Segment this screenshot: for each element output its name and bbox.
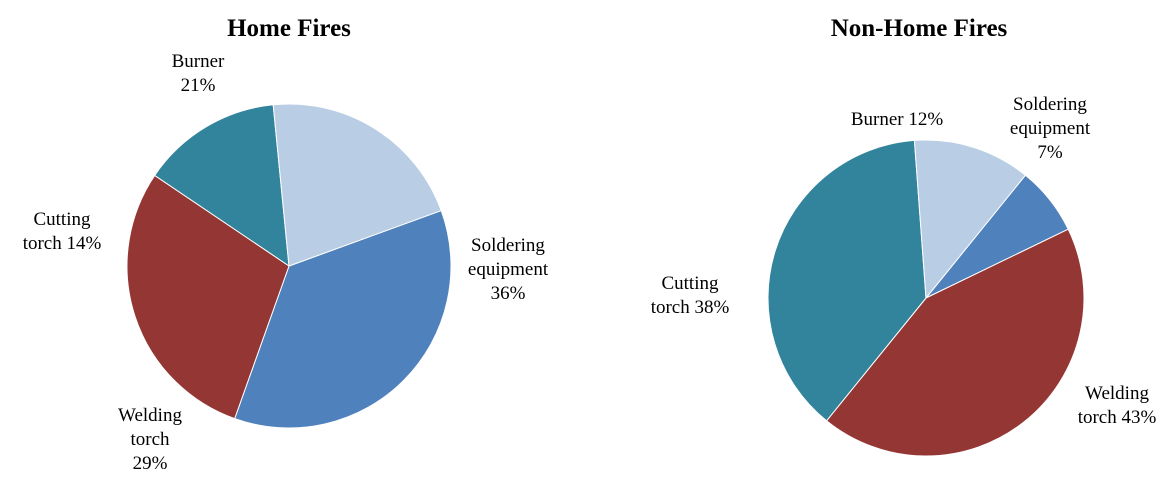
pie-slice-welding-torch: [126, 174, 290, 420]
slice-label-cutting-torch: Cutting torch 14%: [23, 209, 102, 254]
slice-label-welding-torch: Welding torch 29%: [118, 405, 182, 474]
pie-slice-burner: [272, 103, 442, 267]
slice-label-burner: Burner 12%: [851, 109, 944, 130]
pie-chart-2: Non-Home Fires Soldering equipment 7% Weldin…: [651, 15, 1157, 457]
pie-slice-cutting-torch: [154, 104, 290, 268]
pie-slice-welding-torch: [825, 228, 1085, 457]
slice-label-soldering-equipment: Soldering equipment 7%: [1010, 94, 1091, 163]
pie-slice-soldering-equipment: [234, 209, 452, 429]
chart-title: Home Fires: [227, 15, 351, 42]
pie-slice-cutting-torch: [767, 139, 927, 422]
slice-label-welding-torch: Welding torch 43%: [1078, 383, 1157, 428]
slice-label-cutting-torch: Cutting torch 38%: [651, 273, 730, 318]
slice-label-burner: Burner 21%: [172, 51, 225, 96]
chart-title: Non-Home Fires: [831, 15, 1008, 42]
pie-chart-1: Home Fires Soldering equipment 36% Welding to…: [23, 15, 549, 474]
slice-label-soldering-equipment: Soldering equipment 36%: [468, 235, 549, 304]
pie-slice-burner: [913, 139, 1027, 300]
